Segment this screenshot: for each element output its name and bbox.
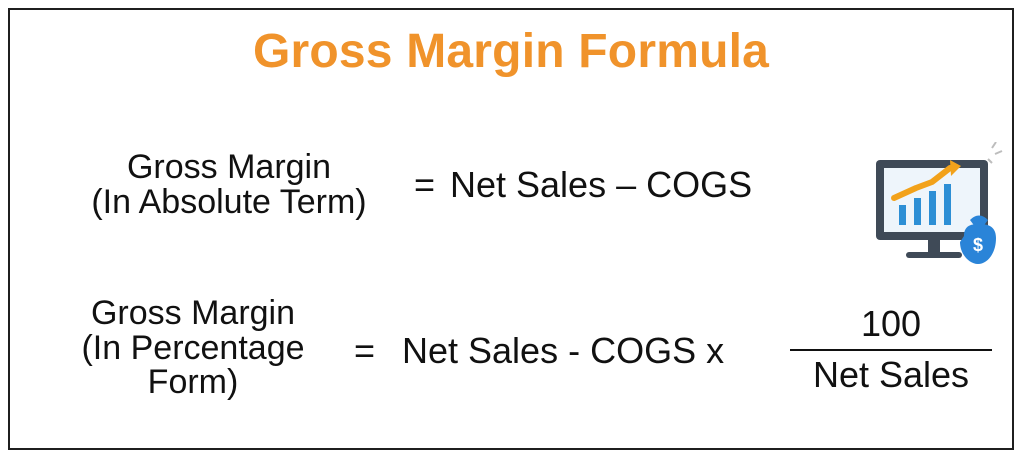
money-bag-icon: $: [960, 215, 996, 264]
fraction-bar: [790, 349, 992, 351]
monitor-chart-money-icon: $: [874, 141, 1006, 266]
page-title: Gross Margin Formula: [252, 25, 770, 78]
percentage-formula-expression: Net Sales - COGS x: [402, 330, 725, 371]
percentage-label: Gross Margin (In Percentage Form): [54, 296, 332, 400]
percentage-equals-sign: =: [354, 330, 376, 371]
absolute-formula-expression: Net Sales – COGS: [450, 164, 753, 205]
fraction-denominator: Net Sales: [812, 354, 970, 395]
formula-card: Gross Margin Formula Gross Margin (In Ab…: [8, 8, 1014, 450]
bar-chart-icon: [891, 160, 961, 225]
percentage-fraction: 100 Net Sales: [790, 306, 992, 393]
percentage-label-line-3: Form): [147, 363, 239, 402]
percentage-label-line-1: Gross Margin: [90, 294, 296, 332]
absolute-equals-sign: =: [414, 164, 436, 205]
absolute-label: Gross Margin (In Absolute Term): [54, 150, 404, 219]
sparkle-icon: [987, 141, 1003, 164]
percentage-label-line-2: (In Percentage: [81, 328, 305, 367]
absolute-label-line-1: Gross Margin: [126, 148, 332, 186]
absolute-label-line-2: (In Absolute Term): [91, 182, 367, 221]
money-bag-symbol: $: [973, 235, 983, 255]
fraction-numerator: 100: [860, 303, 922, 344]
